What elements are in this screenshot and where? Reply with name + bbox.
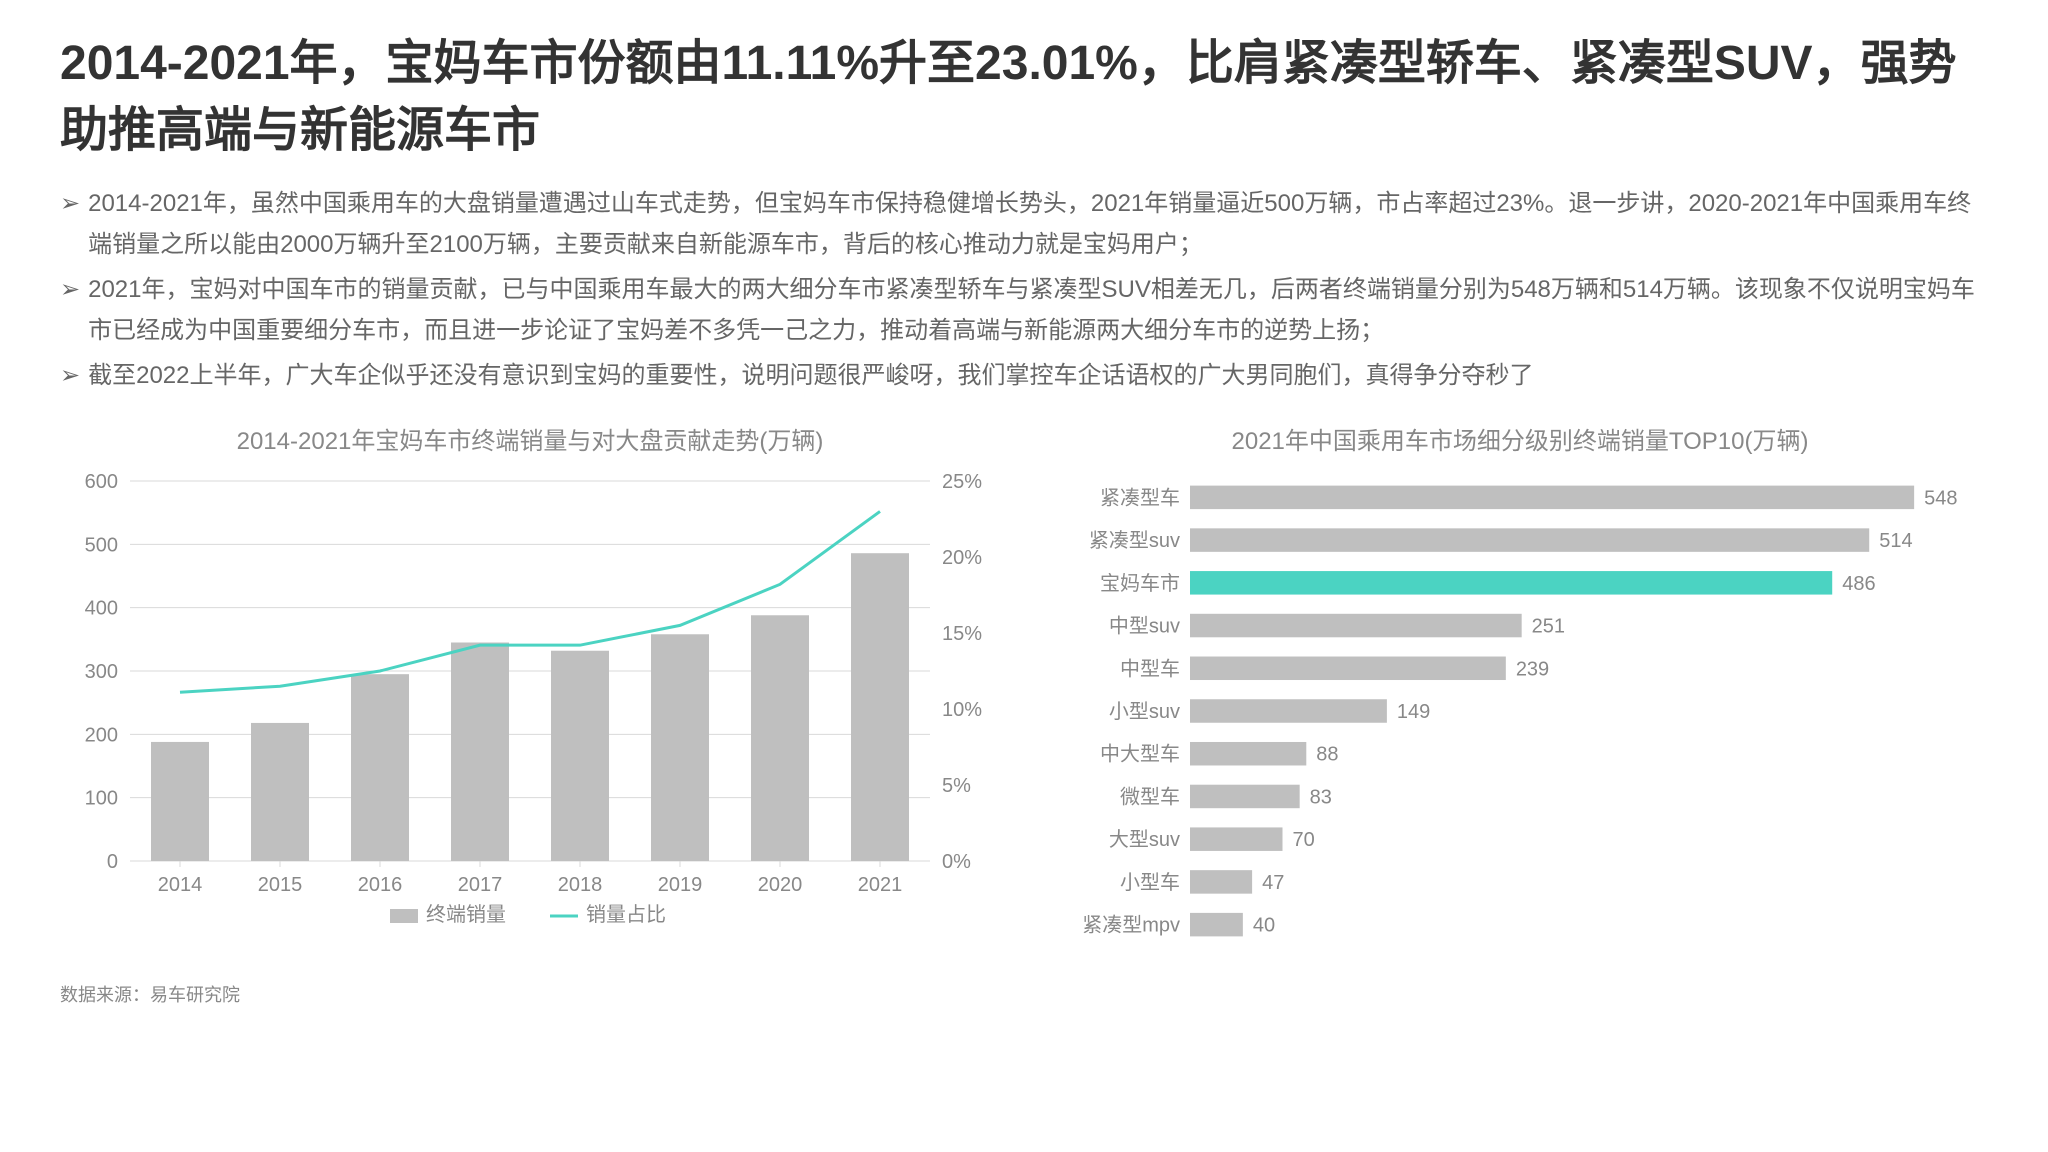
svg-text:88: 88: [1316, 744, 1338, 766]
svg-text:2015: 2015: [258, 874, 303, 896]
svg-text:2016: 2016: [358, 874, 403, 896]
svg-text:中型车: 中型车: [1120, 658, 1180, 681]
svg-text:小型suv: 小型suv: [1109, 700, 1180, 723]
svg-text:239: 239: [1516, 659, 1549, 681]
svg-text:300: 300: [85, 661, 118, 683]
svg-text:2014: 2014: [158, 874, 203, 896]
svg-text:0%: 0%: [942, 851, 971, 873]
svg-text:2017: 2017: [458, 874, 503, 896]
svg-text:终端销量: 终端销量: [426, 903, 506, 926]
svg-text:5%: 5%: [942, 775, 971, 797]
svg-text:100: 100: [85, 788, 118, 810]
svg-text:2018: 2018: [558, 874, 603, 896]
bullet-text: 2021年，宝妈对中国车市的销量贡献，已与中国乘用车最大的两大细分车市紧凑型轿车…: [88, 270, 1988, 352]
svg-text:40: 40: [1253, 915, 1275, 937]
svg-text:548: 548: [1924, 488, 1957, 510]
chart1-title: 2014-2021年宝妈车市终端销量与对大盘贡献走势(万辆): [60, 421, 1000, 456]
bullet-item: ➢截至2022上半年，广大车企似乎还没有意识到宝妈的重要性，说明问题很严峻呀，我…: [60, 356, 1988, 397]
page-title: 2014-2021年，宝妈车市份额由11.11%升至23.01%，比肩紧凑型轿车…: [60, 30, 1988, 164]
svg-text:紧凑型suv: 紧凑型suv: [1089, 529, 1180, 552]
svg-text:0: 0: [107, 851, 118, 873]
svg-text:486: 486: [1842, 573, 1875, 595]
bullet-item: ➢2014-2021年，虽然中国乘用车的大盘销量遭遇过山车式走势，但宝妈车市保持…: [60, 184, 1988, 266]
svg-text:25%: 25%: [942, 471, 982, 493]
svg-text:200: 200: [85, 725, 118, 747]
svg-text:销量占比: 销量占比: [586, 903, 666, 926]
bullet-text: 2014-2021年，虽然中国乘用车的大盘销量遭遇过山车式走势，但宝妈车市保持稳…: [88, 184, 1988, 266]
bullet-marker-icon: ➢: [60, 184, 80, 266]
bullet-marker-icon: ➢: [60, 270, 80, 352]
svg-text:83: 83: [1310, 787, 1332, 809]
svg-text:149: 149: [1397, 701, 1430, 723]
svg-text:10%: 10%: [942, 699, 982, 721]
bullet-text: 截至2022上半年，广大车企似乎还没有意识到宝妈的重要性，说明问题很严峻呀，我们…: [88, 356, 1533, 397]
svg-text:600: 600: [85, 471, 118, 493]
hbar-chart: 紧凑型车 548 紧凑型suv 514 宝妈车市 486 中型suv 251 中型车 239 小型s…: [1050, 471, 1990, 951]
svg-text:2019: 2019: [658, 874, 703, 896]
svg-text:中型suv: 中型suv: [1109, 615, 1180, 638]
bullet-marker-icon: ➢: [60, 356, 80, 397]
svg-text:微型车: 微型车: [1120, 786, 1180, 809]
footer-source: 数据来源：易车研究院: [60, 981, 1988, 1007]
chart2-title: 2021年中国乘用车市场细分级别终端销量TOP10(万辆): [1050, 421, 1990, 456]
svg-text:紧凑型车: 紧凑型车: [1100, 487, 1180, 510]
svg-text:小型车: 小型车: [1120, 871, 1180, 894]
bullet-list: ➢2014-2021年，虽然中国乘用车的大盘销量遭遇过山车式走势，但宝妈车市保持…: [60, 184, 1988, 396]
svg-text:中大型车: 中大型车: [1100, 743, 1180, 766]
svg-text:大型suv: 大型suv: [1109, 829, 1180, 852]
combo-chart: 0 100 200 300 400 500 600 0% 5% 10% 15% 20% 25% 2014 2…: [60, 471, 1000, 951]
svg-text:514: 514: [1879, 530, 1912, 552]
chart-right-col: 2021年中国乘用车市场细分级别终端销量TOP10(万辆) 紧凑型车548紧凑型…: [1050, 421, 1990, 951]
svg-text:70: 70: [1293, 830, 1315, 852]
svg-text:251: 251: [1532, 616, 1565, 638]
svg-text:2021: 2021: [858, 874, 903, 896]
svg-text:500: 500: [85, 535, 118, 557]
bullet-item: ➢2021年，宝妈对中国车市的销量贡献，已与中国乘用车最大的两大细分车市紧凑型轿…: [60, 270, 1988, 352]
chart-left-col: 2014-2021年宝妈车市终端销量与对大盘贡献走势(万辆) 0 100 200 30…: [60, 421, 1000, 951]
svg-text:紧凑型mpv: 紧凑型mpv: [1082, 914, 1180, 937]
svg-text:47: 47: [1262, 872, 1284, 894]
charts-row: 2014-2021年宝妈车市终端销量与对大盘贡献走势(万辆) 0 100 200 30…: [60, 421, 1988, 951]
svg-text:20%: 20%: [942, 547, 982, 569]
svg-text:15%: 15%: [942, 623, 982, 645]
svg-text:2020: 2020: [758, 874, 803, 896]
svg-text:宝妈车市: 宝妈车市: [1100, 572, 1180, 595]
svg-text:400: 400: [85, 598, 118, 620]
